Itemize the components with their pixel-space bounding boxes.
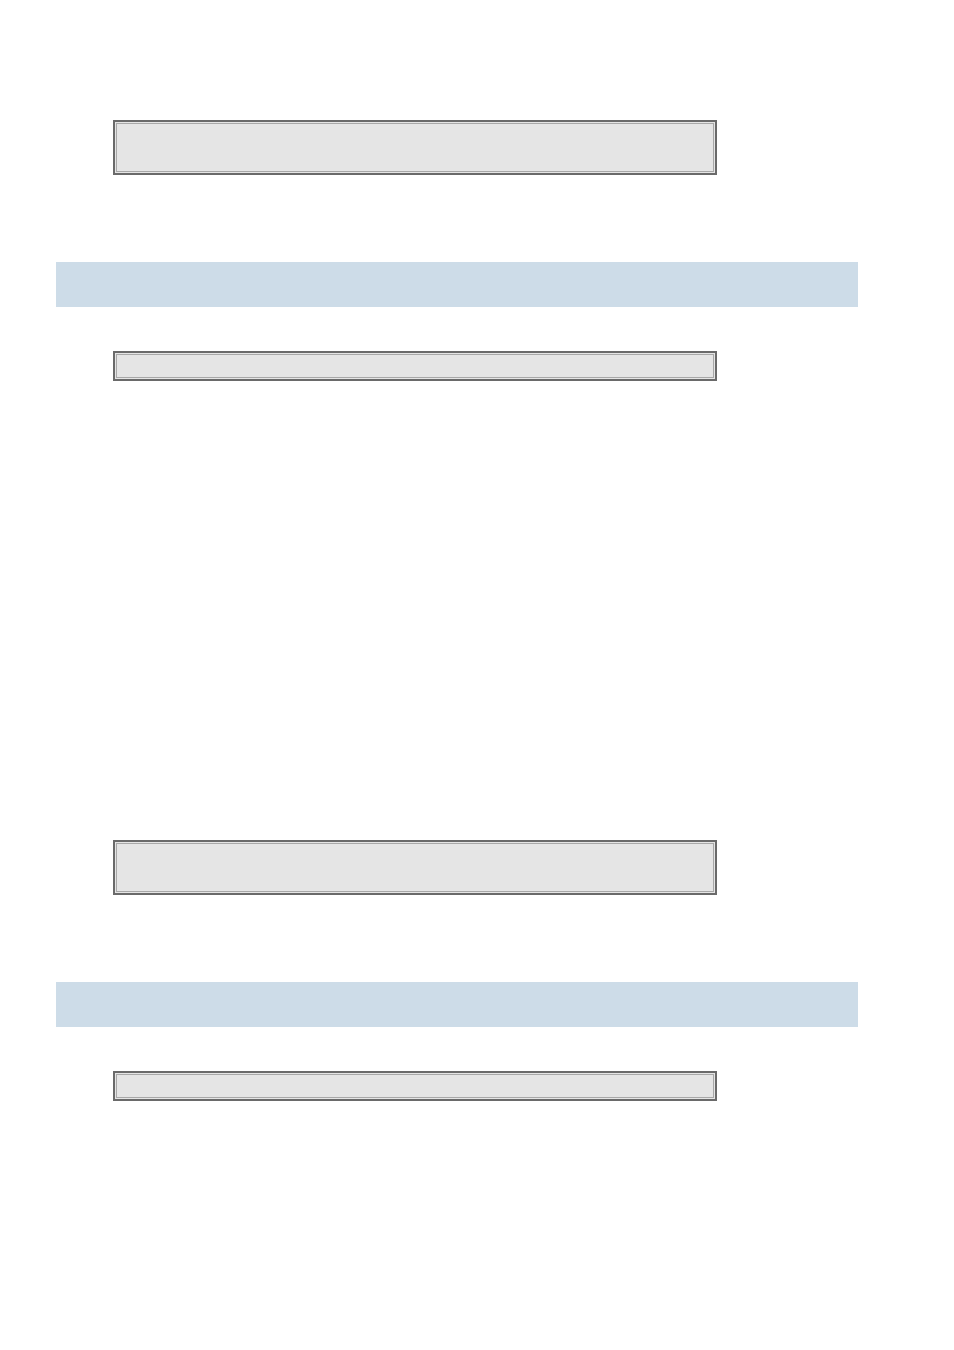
document-page [0, 0, 954, 1350]
code-block [113, 351, 717, 381]
code-block [113, 120, 717, 175]
code-block [113, 1071, 717, 1101]
code-block [113, 840, 717, 895]
section-heading-bar [56, 262, 858, 307]
section-heading-bar [56, 982, 858, 1027]
